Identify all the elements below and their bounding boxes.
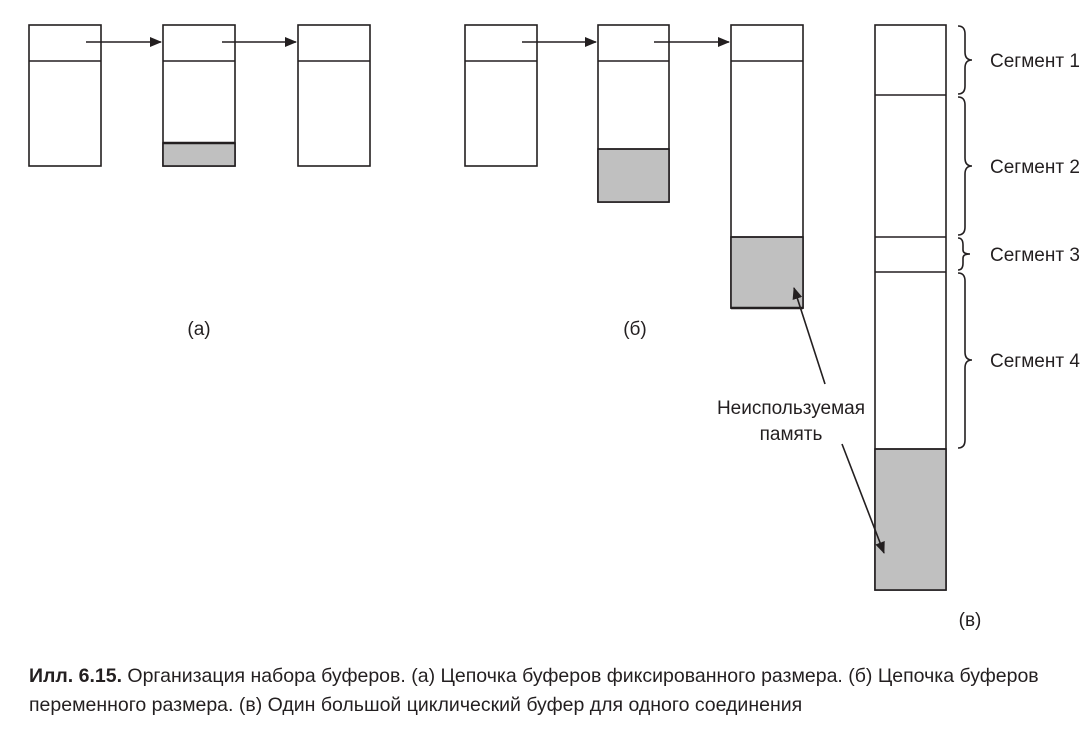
- segment-label-1: Сегмент 1: [990, 51, 1080, 72]
- segment-label-3: Сегмент 3: [990, 245, 1080, 266]
- caption-number: Илл. 6.15.: [29, 665, 122, 687]
- panel-a: [28, 24, 371, 167]
- segment-brace-3: [957, 237, 971, 271]
- panel-a-label: (а): [187, 319, 210, 340]
- panel-c: [874, 24, 973, 591]
- used-region: [730, 236, 804, 309]
- segment-label-2: Сегмент 2: [990, 157, 1080, 178]
- unused-memory-label-line2: память: [760, 424, 823, 445]
- buffer-a2: [162, 24, 236, 167]
- used-region: [597, 148, 670, 203]
- buffer-b2: [597, 24, 670, 203]
- buffer-a1: [28, 24, 102, 167]
- segment-label-4: Сегмент 4: [990, 351, 1080, 372]
- panel-c-label: (в): [959, 610, 982, 631]
- buffer-b1: [464, 24, 538, 167]
- buffer-b3: [730, 24, 804, 310]
- figure-caption: Илл. 6.15. Организация набора буферов. (…: [29, 662, 1069, 720]
- unused-arrow-down: [841, 443, 885, 554]
- caption-text: Организация набора буферов. (а) Цепочка …: [29, 665, 1039, 716]
- panel-b: [464, 24, 804, 310]
- unused-memory-label-line1: Неиспользуемая: [717, 398, 865, 419]
- buffer-a3: [297, 24, 371, 167]
- segment-brace-2: [957, 96, 973, 236]
- used-region: [162, 142, 236, 167]
- segment-brace-1: [957, 25, 973, 95]
- segment-brace-4: [957, 272, 973, 449]
- panel-b-label: (б): [623, 319, 647, 340]
- unused-arrow-up: [792, 287, 826, 385]
- used-region: [874, 448, 947, 591]
